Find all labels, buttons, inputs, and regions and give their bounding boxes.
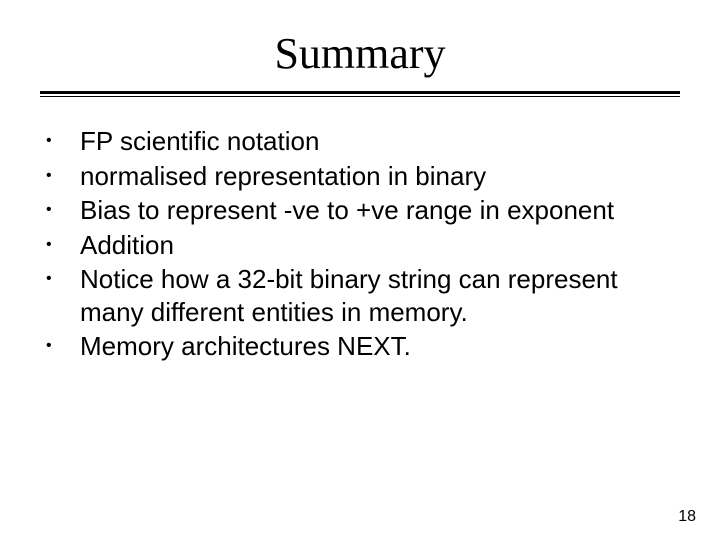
slide-title: Summary: [40, 28, 680, 79]
bullet-icon: •: [44, 229, 80, 261]
bullet-text: Notice how a 32-bit binary string can re…: [80, 263, 670, 328]
bullet-icon: •: [44, 125, 80, 157]
list-item: • Memory architectures NEXT.: [44, 330, 670, 363]
bullet-text: normalised representation in binary: [80, 160, 670, 193]
bullet-list: • FP scientific notation • normalised re…: [44, 125, 670, 363]
divider-thin-line: [40, 96, 680, 97]
slide-container: Summary • FP scientific notation • norma…: [0, 0, 720, 540]
bullet-text: FP scientific notation: [80, 125, 670, 158]
list-item: • FP scientific notation: [44, 125, 670, 158]
bullet-icon: •: [44, 263, 80, 295]
bullet-text: Bias to represent -ve to +ve range in ex…: [80, 194, 670, 227]
divider-thick-line: [40, 91, 680, 94]
bullet-text: Addition: [80, 229, 670, 262]
bullet-icon: •: [44, 160, 80, 192]
bullet-text: Memory architectures NEXT.: [80, 330, 670, 363]
list-item: • Bias to represent -ve to +ve range in …: [44, 194, 670, 227]
title-divider: [40, 91, 680, 97]
list-item: • Notice how a 32-bit binary string can …: [44, 263, 670, 328]
page-number: 18: [678, 508, 696, 526]
slide-body: • FP scientific notation • normalised re…: [40, 125, 680, 363]
bullet-icon: •: [44, 330, 80, 362]
list-item: • normalised representation in binary: [44, 160, 670, 193]
bullet-icon: •: [44, 194, 80, 226]
list-item: • Addition: [44, 229, 670, 262]
